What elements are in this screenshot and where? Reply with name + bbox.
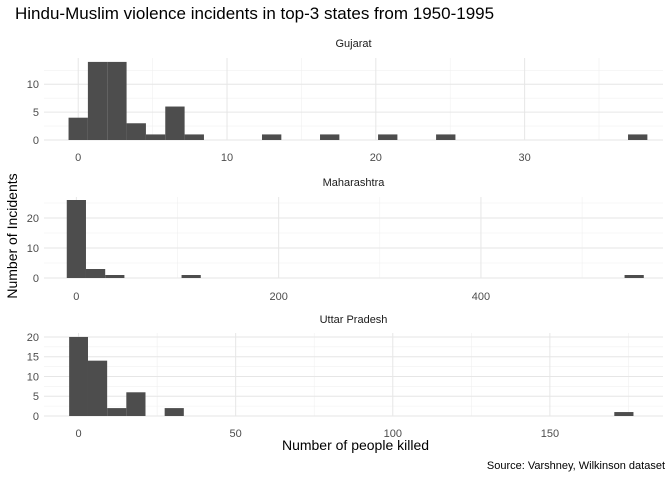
x-tick-label: 100 [384, 428, 402, 440]
histogram-bar [107, 408, 127, 416]
y-tick-label: 0 [33, 273, 39, 285]
facet-strip-label: Uttar Pradesh [320, 314, 388, 326]
histogram-bar [164, 408, 184, 416]
histogram-bar [261, 134, 282, 140]
y-tick-label: 20 [27, 213, 39, 225]
y-tick-label: 0 [33, 135, 39, 147]
x-tick-label: 200 [269, 291, 287, 303]
y-tick-label: 10 [27, 79, 39, 91]
histogram-bar [628, 134, 648, 140]
histogram-bar [624, 275, 644, 278]
histogram-bar [87, 360, 108, 416]
x-tick-label: 0 [73, 291, 79, 303]
histogram-bar [320, 134, 340, 140]
histogram-bar [165, 106, 185, 140]
y-tick-label: 5 [33, 107, 39, 119]
x-tick-label: 20 [370, 152, 382, 164]
x-tick-label: 50 [230, 428, 242, 440]
histogram-bar [378, 134, 398, 140]
y-tick-label: 20 [27, 332, 39, 344]
x-tick-label: 150 [541, 428, 559, 440]
caption: Source: Varshney, Wilkinson dataset [486, 460, 665, 472]
y-tick-label: 15 [27, 352, 39, 364]
y-axis-label: Number of Incidents [4, 173, 20, 299]
histogram-bar [105, 275, 125, 278]
histogram-bar [126, 392, 146, 416]
y-tick-label: 10 [27, 243, 39, 255]
x-tick-label: 10 [221, 152, 233, 164]
histogram-bar [145, 134, 166, 140]
y-tick-label: 5 [33, 391, 39, 403]
histogram-bar [87, 61, 108, 140]
facet-strip-label: Maharashtra [323, 177, 386, 189]
histogram-bar [107, 61, 127, 140]
x-axis-label: Number of people killed [281, 437, 430, 453]
x-tick-label: 0 [76, 428, 82, 440]
x-tick-label: 400 [472, 291, 490, 303]
x-tick-label: 0 [75, 152, 81, 164]
histogram-bar [68, 117, 88, 140]
histogram-bar [184, 134, 204, 140]
y-tick-label: 0 [33, 411, 39, 423]
facet-strip-label: Gujarat [335, 38, 371, 50]
x-tick-label: 30 [518, 152, 530, 164]
histogram-bar [614, 412, 634, 416]
histogram-bar [69, 336, 88, 416]
histogram-bar [66, 200, 86, 278]
histogram-bar [436, 134, 456, 140]
chart-title: Hindu-Muslim violence incidents in top-3… [15, 4, 495, 23]
histogram-bar [85, 269, 106, 278]
histogram-bar [126, 123, 146, 140]
y-tick-label: 10 [27, 371, 39, 383]
histogram-bar [181, 275, 201, 278]
